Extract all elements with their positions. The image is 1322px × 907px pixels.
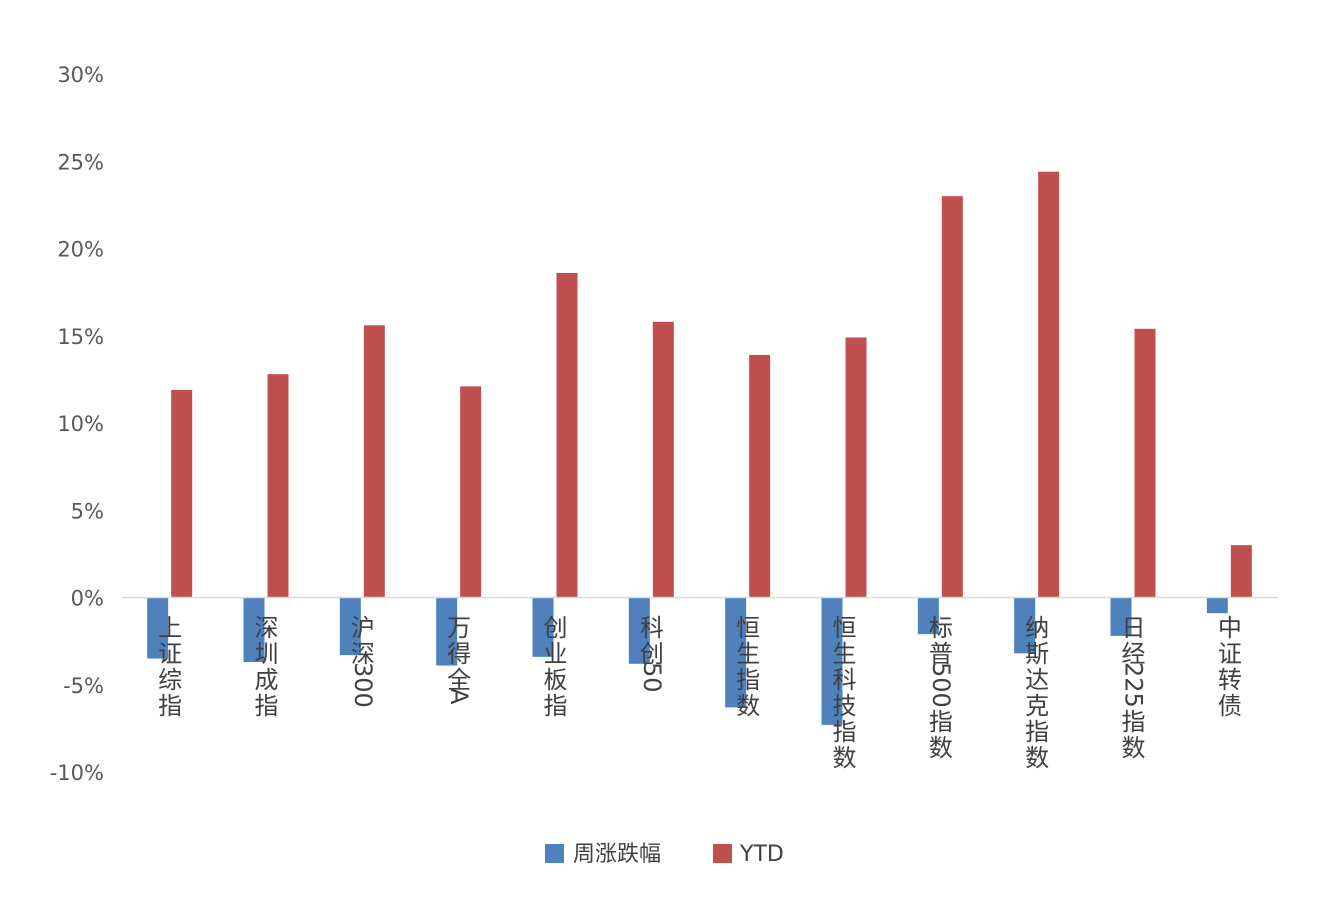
y-tick-label: 25% — [57, 150, 104, 174]
x-category-label-part: 225 — [1120, 662, 1148, 708]
bar-weekly-change — [147, 597, 169, 659]
x-category-label-part: 500 — [927, 662, 955, 708]
legend-label: YTD — [739, 842, 784, 867]
x-category-label-part: 300 — [349, 662, 377, 708]
bar-weekly-change — [821, 597, 843, 725]
bar-ytd — [845, 337, 867, 598]
x-category-label: 深圳成指 — [255, 614, 279, 720]
bar-ytd — [556, 272, 578, 598]
legend: 周涨跌幅 YTD — [545, 842, 784, 867]
x-category-label-part: A — [445, 688, 473, 705]
x-category-label: 恒生指数 — [736, 614, 760, 720]
legend-swatch — [713, 844, 732, 863]
x-category-label: 恒生科技指数 — [833, 614, 857, 772]
y-axis: 30% 25% 20% 15% 10% 5% 0% -5% -10% — [50, 63, 104, 785]
bar-ytd — [363, 325, 385, 598]
x-category-label-part: 50 — [638, 662, 666, 693]
y-tick-label: -10% — [50, 761, 104, 785]
y-tick-label: 0% — [71, 587, 104, 611]
x-category-label: 标普500指数 — [929, 614, 999, 762]
y-tick-label: 20% — [57, 238, 104, 262]
bar-weekly-change — [436, 597, 458, 666]
legend-label: 周涨跌幅 — [573, 842, 661, 867]
y-tick-label: 30% — [57, 63, 104, 87]
legend-swatch — [545, 844, 564, 863]
y-tick-label: 10% — [57, 412, 104, 436]
x-category-label: 创业板指 — [544, 614, 568, 720]
x-category-label: 纳斯达克指数 — [1025, 614, 1049, 772]
bar-weekly-change — [1206, 597, 1228, 614]
bar-weekly-change — [1110, 597, 1132, 636]
bar-ytd — [1038, 171, 1060, 598]
bars — [147, 171, 1252, 725]
x-category-label: 中证转债 — [1218, 614, 1242, 720]
bar-ytd — [267, 374, 289, 598]
y-tick-label: -5% — [63, 674, 104, 698]
bar-weekly-change — [917, 597, 939, 635]
y-tick-label: 5% — [71, 499, 104, 523]
bar-ytd — [941, 196, 963, 598]
bar-ytd — [652, 321, 674, 598]
bar-weekly-change — [1014, 597, 1036, 654]
bar-weekly-change — [243, 597, 265, 663]
x-category-label: 日经225指数 — [1122, 614, 1192, 762]
bar-weekly-change — [628, 597, 650, 664]
category-labels: 上证综指 深圳成指 沪深300300 万得全AA 创业板指 科创5050 恒生指数 恒生科技指… — [158, 614, 1242, 772]
bar-ytd — [460, 386, 482, 598]
bar-ytd — [1134, 328, 1156, 598]
bar-ytd — [1230, 545, 1252, 598]
bar-ytd — [749, 354, 771, 598]
bar-weekly-change — [532, 597, 554, 657]
y-tick-label: 15% — [57, 325, 104, 349]
bar-weekly-change — [339, 597, 361, 656]
x-category-label: 上证综指 — [158, 614, 182, 720]
bar-ytd — [171, 389, 193, 598]
bar-weekly-change — [725, 597, 747, 708]
